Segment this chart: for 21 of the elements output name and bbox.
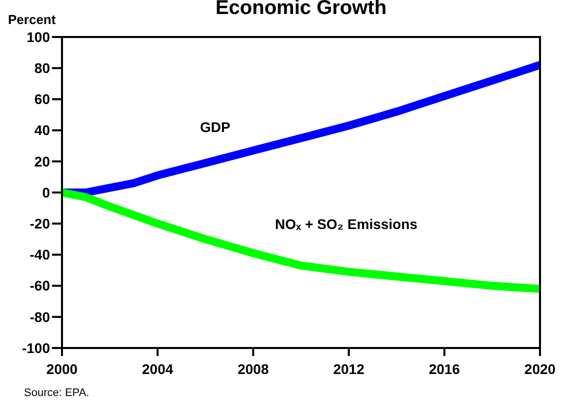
series-label: NOₓ + SO₂ Emissions	[275, 216, 418, 232]
y-tick-label: 60	[34, 91, 50, 108]
y-tick-label: 100	[26, 28, 50, 45]
x-tick-label: 2012	[333, 361, 365, 377]
y-tick-label: -60	[30, 278, 50, 294]
y-tick-label: 20	[34, 153, 50, 170]
y-tick-label: -80	[30, 308, 50, 325]
x-tick-label: 2008	[238, 361, 269, 377]
series-label: GDP	[200, 119, 230, 135]
y-tick-label: -40	[30, 246, 50, 263]
x-tick-label: 2020	[524, 361, 556, 377]
y-tick-label: -100	[22, 340, 50, 356]
x-tick-label: 2016	[428, 361, 460, 377]
y-tick-label: 0	[42, 184, 50, 200]
y-tick-label: -20	[30, 216, 50, 232]
source-note: Source: EPA.	[24, 387, 90, 399]
y-tick-label: 40	[34, 122, 50, 138]
x-tick-label: 2004	[142, 361, 174, 377]
y-axis-title: Percent	[8, 12, 56, 27]
y-tick-label: 80	[34, 60, 50, 76]
x-tick-label: 2000	[46, 361, 78, 377]
